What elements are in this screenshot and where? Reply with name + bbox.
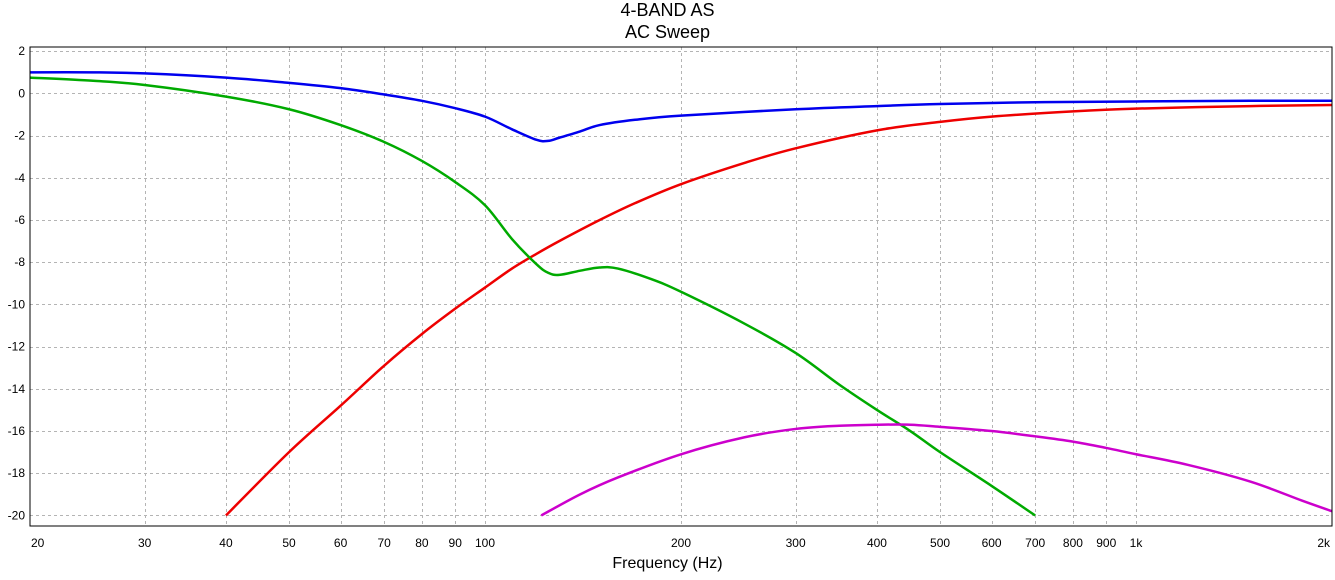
x-tick-label: 50 xyxy=(282,536,296,550)
x-tick-label: 400 xyxy=(867,536,887,550)
x-tick-label: 80 xyxy=(415,536,429,550)
series-line-3 xyxy=(30,76,1036,517)
y-tick-label: -6 xyxy=(14,213,25,227)
series-layer xyxy=(30,70,1332,517)
x-tick-label: 500 xyxy=(930,536,950,550)
x-tick-label: 70 xyxy=(378,536,392,550)
axes: 20 30 40 50 60 70 80 90 100 200 300 400 500 600 700 800… xyxy=(8,44,1333,550)
y-tick-label: 0 xyxy=(18,86,25,100)
y-tick-label: -20 xyxy=(8,508,26,522)
x-tick-label: 200 xyxy=(671,536,691,550)
y-tick-label: -14 xyxy=(8,382,26,396)
x-tick-label: 900 xyxy=(1096,536,1116,550)
y-tick-label: -18 xyxy=(8,466,26,480)
x-tick-label: 100 xyxy=(475,536,495,550)
series-line-1 xyxy=(30,70,1332,143)
series-line-2 xyxy=(225,103,1332,517)
y-tick-label: -16 xyxy=(8,424,26,438)
x-tick-label: 1k xyxy=(1130,536,1144,550)
x-tick-label: 30 xyxy=(138,536,152,550)
x-tick-label: 600 xyxy=(982,536,1002,550)
x-tick-label: 300 xyxy=(786,536,806,550)
x-axis-label: Frequency (Hz) xyxy=(612,555,723,572)
y-tick-label: 2 xyxy=(18,44,25,58)
grid xyxy=(30,47,1332,526)
plot-frame xyxy=(29,46,1333,527)
x-tick-label: 20 xyxy=(31,536,45,550)
y-tick-label: -10 xyxy=(8,297,26,311)
y-tick-label: -8 xyxy=(14,255,25,269)
y-tick-label: -12 xyxy=(8,340,26,354)
x-tick-label: 700 xyxy=(1025,536,1045,550)
y-tick-label: -4 xyxy=(14,171,25,185)
series-line-4 xyxy=(540,423,1332,517)
chart-title: 4-BAND AS xyxy=(620,0,715,20)
x-tick-label: 800 xyxy=(1063,536,1083,550)
y-tick-label: -2 xyxy=(14,129,25,143)
x-tick-label: 60 xyxy=(334,536,348,550)
x-tick-label: 2k xyxy=(1317,536,1331,550)
x-tick-label: 40 xyxy=(219,536,233,550)
x-tick-label: 90 xyxy=(449,536,463,550)
chart-subtitle: AC Sweep xyxy=(624,22,711,42)
